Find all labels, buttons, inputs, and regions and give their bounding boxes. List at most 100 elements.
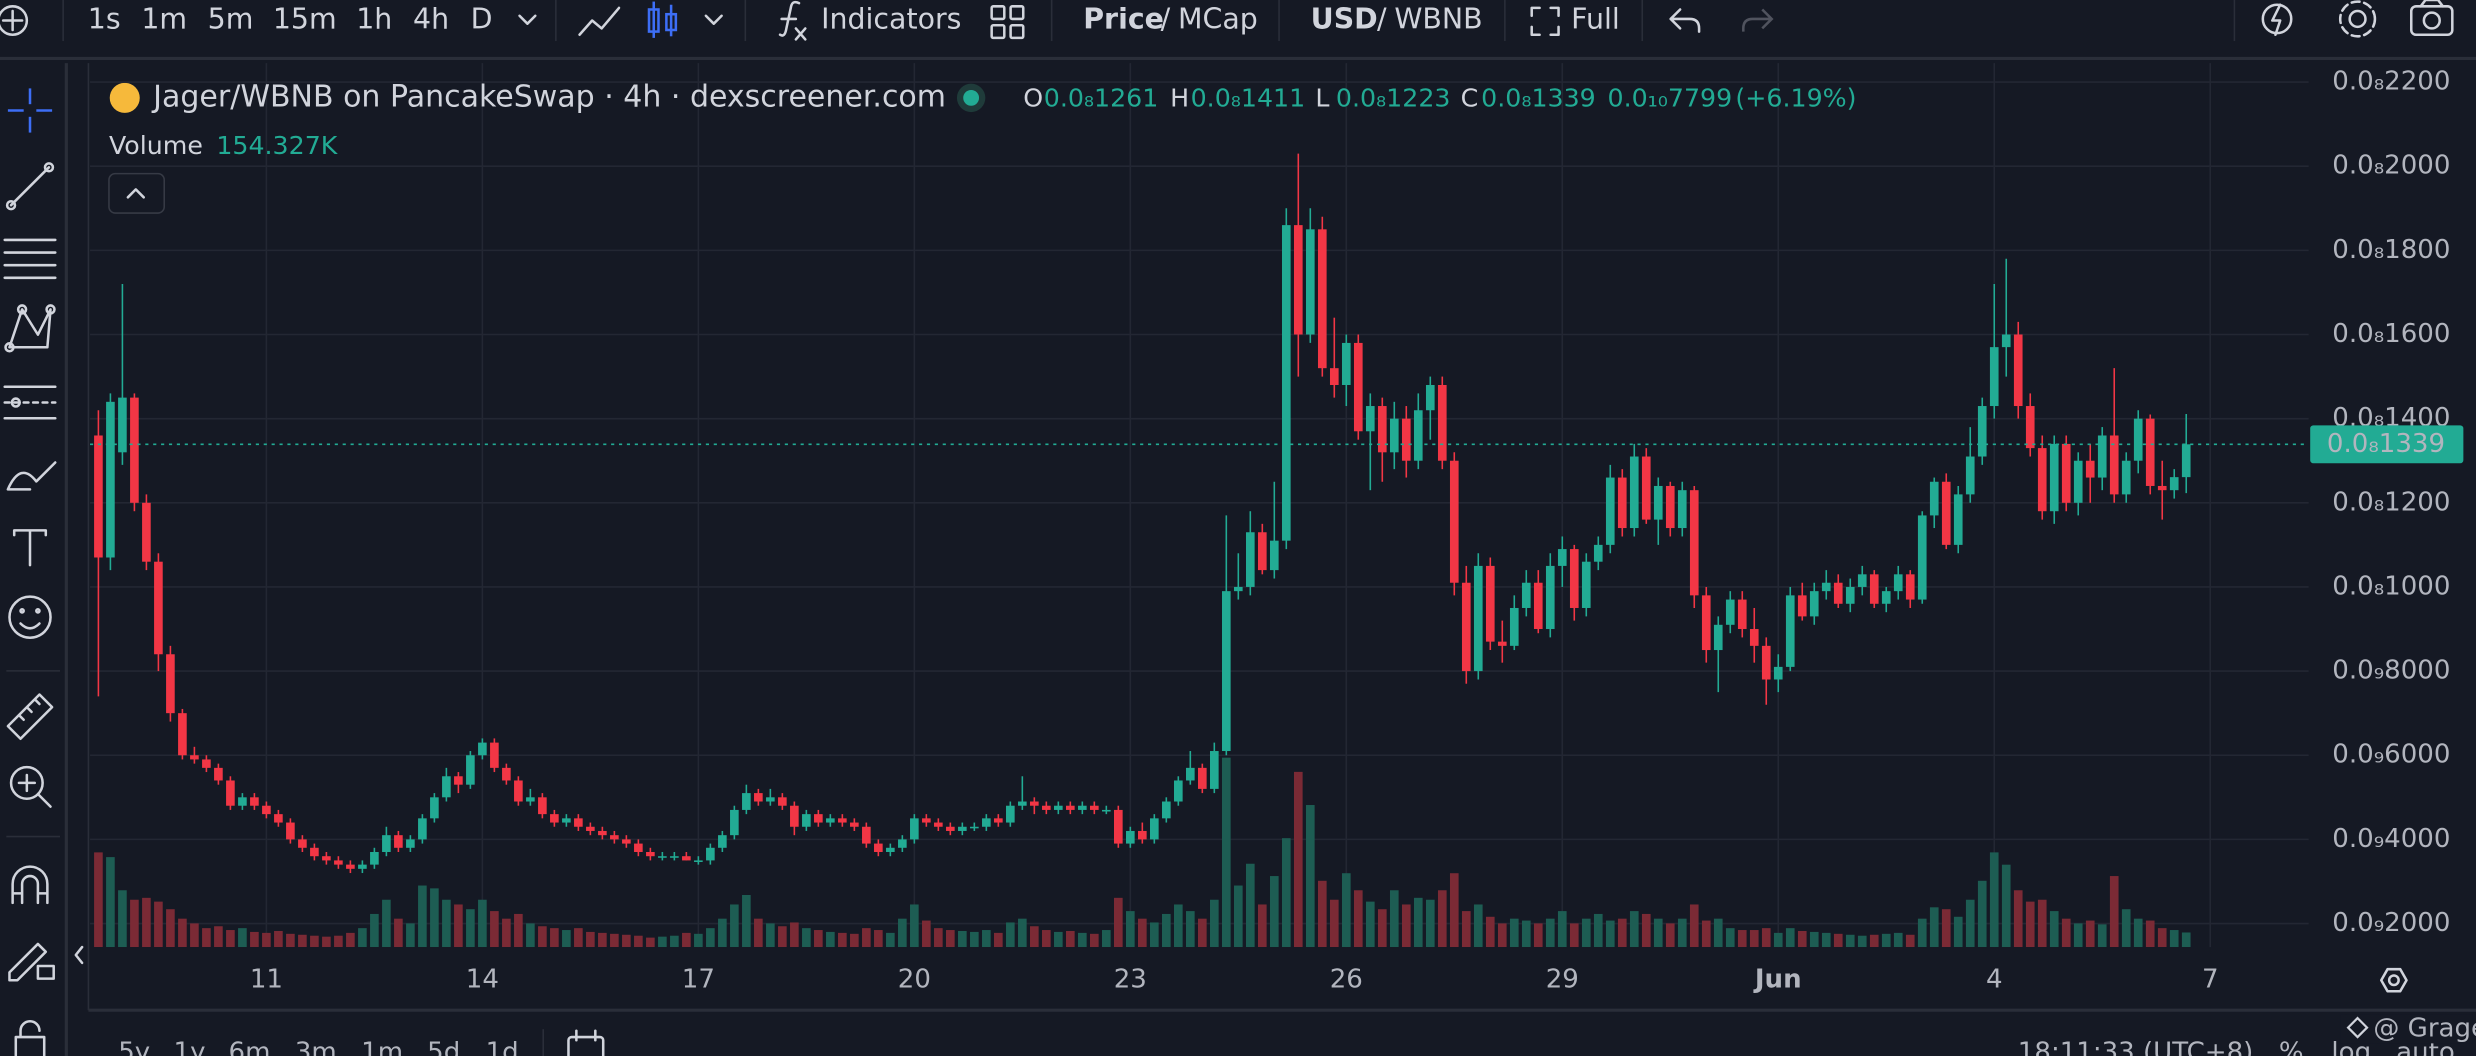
candle-body xyxy=(826,818,835,823)
settings-icon[interactable] xyxy=(2338,0,2377,38)
volume-bar xyxy=(1281,838,1291,948)
ruler-tool[interactable] xyxy=(6,693,54,740)
candle-body xyxy=(1473,565,1483,672)
date-range-icon[interactable] xyxy=(567,1029,605,1056)
interval-button[interactable]: 4h xyxy=(413,3,449,36)
volume-bar xyxy=(1821,932,1831,948)
attribution-bg xyxy=(2340,1014,2473,1044)
interval-button[interactable]: 15m xyxy=(273,3,337,36)
volume-bar xyxy=(1833,933,1843,948)
interval-button[interactable]: D xyxy=(471,3,493,36)
pattern-tool[interactable] xyxy=(4,304,56,353)
volume-bar xyxy=(334,935,343,948)
x-tick-label: 29 xyxy=(1546,965,1579,995)
interval-button[interactable]: 1s xyxy=(88,3,121,36)
candle-body xyxy=(1485,565,1495,642)
text-tool[interactable] xyxy=(12,529,48,567)
range-button[interactable]: 1d xyxy=(486,1037,519,1056)
candle-body xyxy=(562,818,571,823)
magnet-tool[interactable] xyxy=(11,865,49,905)
lock-tool[interactable] xyxy=(14,1020,46,1056)
range-button[interactable]: 1m xyxy=(361,1037,403,1056)
candle-body xyxy=(2061,443,2071,503)
chart-type-dropdown[interactable] xyxy=(704,14,723,25)
volume-bar xyxy=(778,926,787,948)
interval-button[interactable]: 1h xyxy=(356,3,392,36)
interval-button[interactable]: 5m xyxy=(208,3,254,36)
volume-bar xyxy=(1257,904,1267,948)
candle-body xyxy=(1809,591,1819,617)
volume-bar xyxy=(1665,923,1675,948)
last-price-label: 0.0₈1339 xyxy=(2327,429,2445,459)
attribution: @ Grage xyxy=(2373,1014,2476,1044)
range-button[interactable]: 3m xyxy=(295,1037,337,1056)
candle-body xyxy=(1066,805,1075,810)
alert-icon[interactable] xyxy=(2261,3,2293,36)
candle-body xyxy=(1365,406,1375,432)
candle-body xyxy=(634,843,643,853)
candle-body xyxy=(262,805,271,815)
volume-bar xyxy=(142,897,151,948)
token-icon xyxy=(109,82,140,113)
candle-body xyxy=(1054,805,1063,810)
candle-body xyxy=(2097,435,2107,478)
line-chart-icon[interactable] xyxy=(578,6,621,36)
candle-body xyxy=(994,818,1003,823)
add-symbol-icon[interactable] xyxy=(0,5,29,36)
range-button[interactable]: 6m xyxy=(229,1037,271,1056)
crosshair-tool[interactable] xyxy=(7,88,53,133)
volume-bar xyxy=(2085,920,2095,948)
volume-bar xyxy=(682,932,691,948)
candle-body xyxy=(1677,490,1687,529)
mcap-toggle[interactable]: MCap xyxy=(1178,3,1258,36)
candle-body xyxy=(274,814,283,823)
interval-dropdown[interactable] xyxy=(518,14,537,25)
volume-bar xyxy=(814,930,823,948)
range-button[interactable]: 5d xyxy=(427,1037,460,1056)
range-button[interactable]: 5y xyxy=(118,1037,150,1056)
forecast-tool[interactable] xyxy=(3,385,57,420)
percent-toggle[interactable]: % xyxy=(2279,1037,2304,1056)
volume-bar xyxy=(754,918,763,948)
candle-body xyxy=(1641,456,1651,520)
fullscreen-icon[interactable] xyxy=(1530,6,1560,36)
volume-bar xyxy=(994,932,1003,948)
brush-tool[interactable] xyxy=(6,461,57,491)
interval-button[interactable]: 1m xyxy=(141,3,187,36)
price-toggle[interactable]: Price xyxy=(1083,3,1164,36)
volume-bar xyxy=(2157,928,2167,948)
candle-body xyxy=(1941,481,1951,545)
usd-toggle[interactable]: USD xyxy=(1311,3,1378,36)
y-tick-label: 0.0₈2200 xyxy=(2332,67,2450,97)
wbnb-toggle[interactable]: WBNB xyxy=(1394,3,1482,36)
volume-bar xyxy=(2025,901,2035,948)
candle-body xyxy=(226,780,235,806)
full-button[interactable]: Full xyxy=(1571,3,1620,36)
indicators-icon[interactable] xyxy=(778,0,807,41)
volume-bar xyxy=(2037,899,2047,948)
zoom-tool[interactable] xyxy=(9,765,52,808)
redo-icon[interactable] xyxy=(1742,8,1774,32)
trend-line-tool[interactable] xyxy=(5,162,55,211)
x-tick-label: 17 xyxy=(682,965,715,995)
volume-bar xyxy=(466,909,475,948)
axis-settings-icon[interactable] xyxy=(2379,967,2408,993)
range-button[interactable]: 1y xyxy=(174,1037,206,1056)
collapse-chevron[interactable] xyxy=(126,188,145,199)
candle-body xyxy=(622,839,631,844)
collapse-sidebar[interactable] xyxy=(74,945,84,965)
screenshot-icon[interactable] xyxy=(2409,0,2454,36)
lock-drawings-tool[interactable] xyxy=(8,942,55,982)
undo-icon[interactable] xyxy=(1669,8,1701,33)
volume-bar xyxy=(1905,934,1915,948)
layouts-icon[interactable] xyxy=(990,5,1025,40)
candle-body xyxy=(346,864,355,869)
volume-bar xyxy=(706,928,715,948)
indicators-button[interactable]: Indicators xyxy=(821,3,961,36)
candle-chart-icon[interactable] xyxy=(647,1,678,38)
candle-body xyxy=(1785,595,1795,667)
emoji-tool[interactable] xyxy=(8,595,52,639)
volume-bar xyxy=(298,934,307,948)
fib-tool[interactable] xyxy=(3,238,57,280)
collapse-legend-button[interactable] xyxy=(108,172,166,214)
